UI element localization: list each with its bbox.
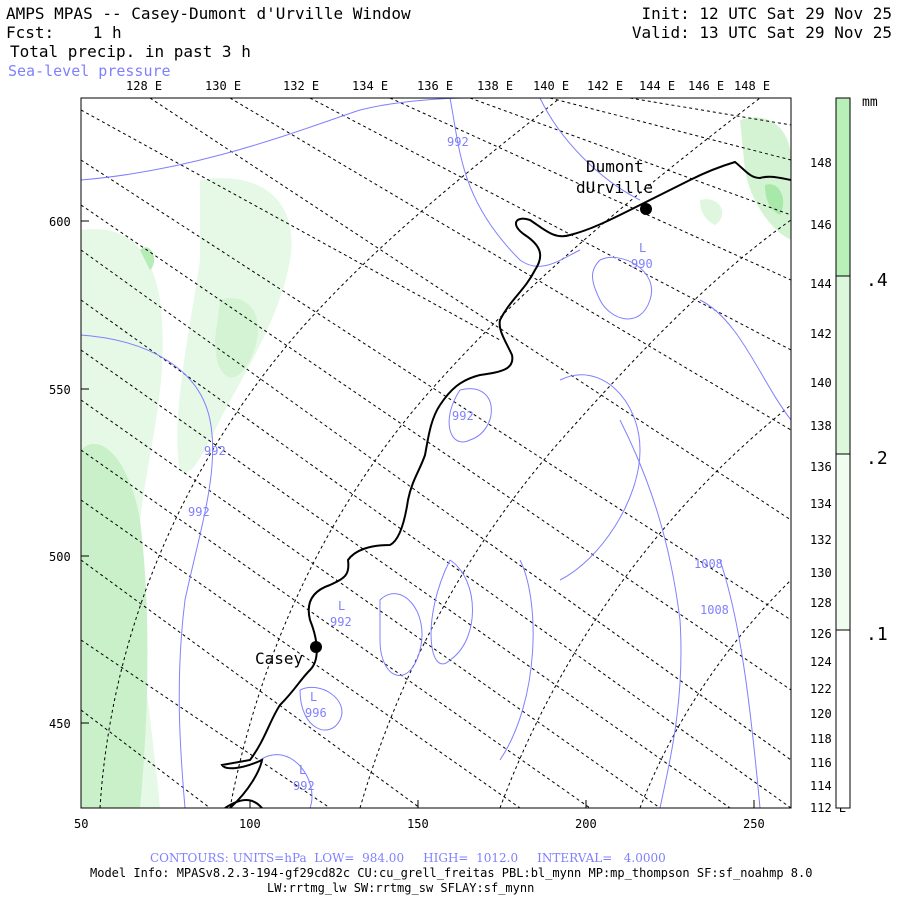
colorbar-units: mm	[862, 95, 878, 110]
valid-time: Valid: 13 UTC Sat 29 Nov 25	[631, 23, 892, 42]
colorbar-label: .4	[866, 270, 888, 291]
low-marker: L	[338, 599, 345, 613]
x-tick-label: 150	[407, 817, 429, 831]
contour-label: 996	[305, 706, 327, 720]
colorbar-segment	[836, 98, 850, 276]
low-marker: L	[310, 690, 317, 704]
top-lon-labels: 128 E 130 E 132 E 134 E 136 E 138 E 140 …	[126, 79, 770, 93]
x-tick-label: 50	[74, 817, 88, 831]
contour-label: 992	[293, 779, 315, 793]
lon-label: 144 E	[639, 79, 675, 93]
precip-shading	[81, 117, 791, 808]
forecast-hour: Fcst: 1 h	[6, 23, 122, 42]
colorbar-segment	[836, 454, 850, 630]
contour-labels: 992 992 992 992 992 992 990 1008 1008 99…	[188, 135, 729, 793]
colorbar: mm .4 .2 .1	[835, 95, 888, 809]
contour-label: 992	[330, 615, 352, 629]
contour-label: 1008	[700, 603, 729, 617]
y-tick-label: 500	[49, 550, 71, 564]
lon-label: 142 E	[587, 79, 623, 93]
model-info: Model Info: MPASv8.2.3-194-gf29cd82c CU:…	[90, 866, 813, 880]
x-axis-labels: 50 100 150 200 250	[74, 817, 765, 831]
contour-label: 992	[204, 444, 226, 458]
init-time: Init: 12 UTC Sat 29 Nov 25	[641, 4, 892, 23]
lon-label: 130 E	[205, 79, 241, 93]
contour-label: 1008	[694, 557, 723, 571]
coastline	[220, 160, 791, 808]
axis-ticks	[80, 220, 755, 808]
lon-label: 140 E	[533, 79, 569, 93]
casey-label: Casey	[255, 649, 304, 668]
contour-label: 992	[447, 135, 469, 149]
low-marker: L	[299, 763, 306, 777]
lon-label: 148 E	[734, 79, 770, 93]
dumont-durville-label-1: Dumont	[586, 157, 644, 176]
y-tick-label: 550	[49, 383, 71, 397]
contour-info: CONTOURS: UNITS=hPa LOW= 984.00 HIGH= 10…	[150, 851, 666, 865]
x-tick-label: 100	[239, 817, 261, 831]
casey-marker[interactable]	[310, 641, 322, 653]
x-tick-label: 250	[743, 817, 765, 831]
contour-label: 992	[188, 505, 210, 519]
colorbar-segment	[836, 276, 850, 454]
contour-label: 992	[452, 409, 474, 423]
y-tick-label: 600	[49, 215, 71, 229]
lon-label: 136 E	[417, 79, 453, 93]
lon-label: 132 E	[283, 79, 319, 93]
overlay-name: Sea-level pressure	[8, 62, 171, 80]
colorbar-label: .2	[866, 448, 888, 469]
graticule	[81, 98, 791, 808]
colorbar-segment	[836, 630, 850, 808]
station-markers	[310, 203, 652, 653]
model-info-line2: LW:rrtmg_lw SW:rrtmg_sw SFLAY:sf_mynn	[267, 881, 535, 895]
colorbar-label: .1	[866, 624, 888, 645]
map-frame	[80, 97, 792, 809]
lon-label: 128 E	[126, 79, 162, 93]
contour-label: 990	[631, 257, 653, 271]
map-title: AMPS MPAS -- Casey-Dumont d'Urville Wind…	[6, 4, 411, 23]
x-tick-label: 200	[575, 817, 597, 831]
pressure-contours	[81, 98, 791, 808]
dumont-durville-marker[interactable]	[640, 203, 652, 215]
dumont-durville-label-2: dUrville	[576, 178, 653, 197]
field-name: Total precip. in past 3 h	[10, 42, 251, 61]
low-marker: L	[639, 241, 646, 255]
y-axis-labels: 600 550 500 450	[49, 215, 71, 731]
lon-label: 146 E	[688, 79, 724, 93]
y-tick-label: 450	[49, 717, 71, 731]
lon-label: 134 E	[352, 79, 388, 93]
lon-label: 138 E	[477, 79, 513, 93]
